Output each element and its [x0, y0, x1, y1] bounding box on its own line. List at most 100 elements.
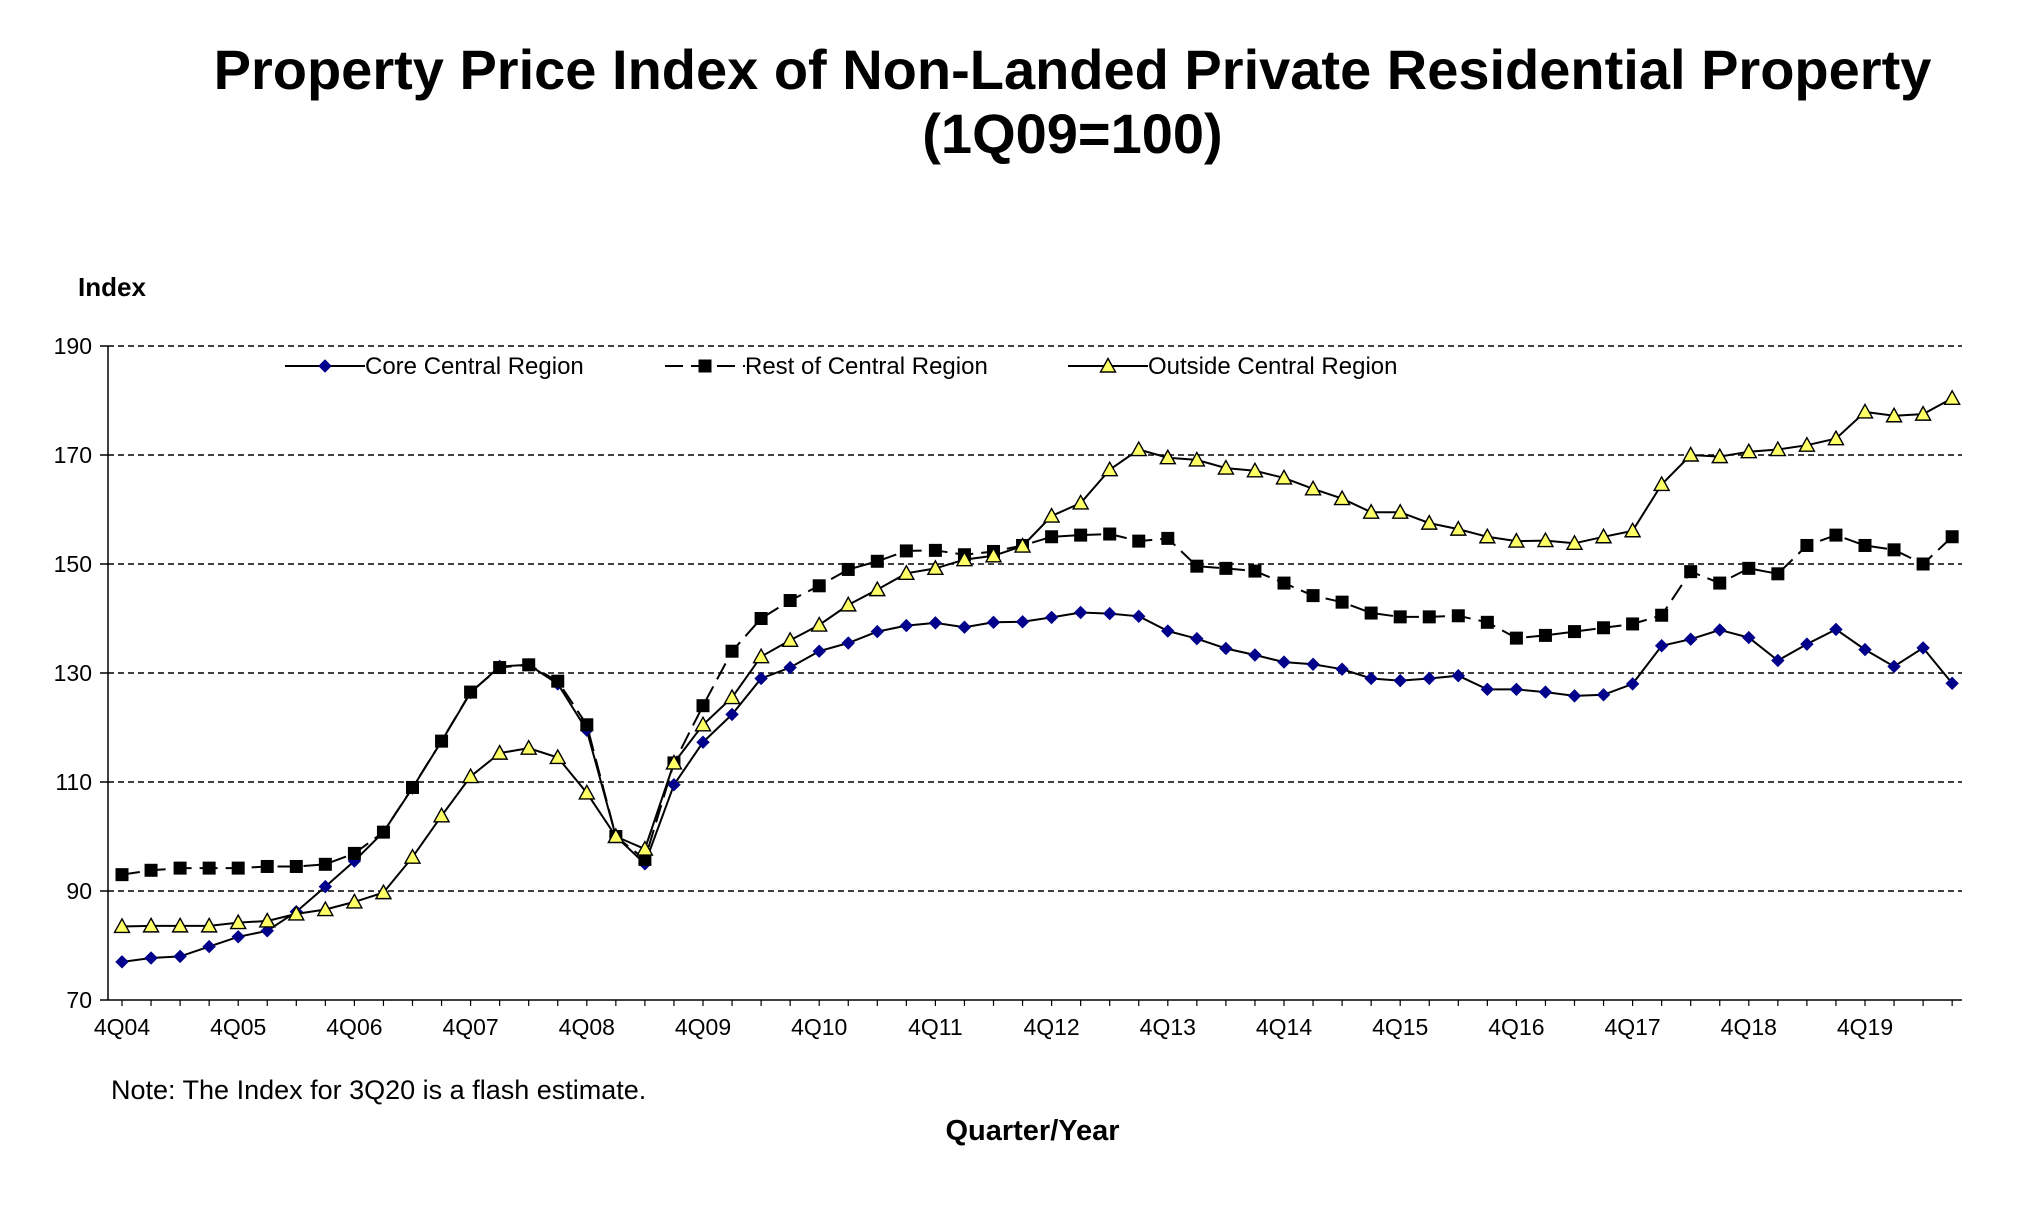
data-point-outside-central-region-2Q05: [171, 916, 189, 933]
data-point-outside-central-region-2Q06: [287, 904, 305, 921]
data-point-rest-of-central-region-2Q11: [870, 554, 884, 568]
data-point-outside-central-region-1Q18: [1652, 475, 1671, 492]
data-point-core-central-region-2Q19: [1800, 637, 1814, 651]
series-line-rest-of-central-region: [121, 532, 1953, 876]
data-point-outside-central-region-1Q05: [142, 916, 160, 933]
x-tick-label-4Q04: 4Q04: [94, 1014, 150, 1040]
data-point-rest-of-central-region-2Q20: [1916, 557, 1930, 571]
data-point-rest-of-central-region-2Q17: [1568, 625, 1581, 639]
data-point-rest-of-central-region-1Q17: [1538, 628, 1552, 642]
y-tick-label-190: 190: [54, 333, 92, 359]
data-point-outside-central-region-4Q17: [1623, 521, 1642, 538]
data-point-outside-central-region-3Q08: [549, 748, 567, 765]
data-point-rest-of-central-region-4Q10: [812, 579, 826, 593]
data-point-core-central-region-4Q15: [1393, 673, 1407, 688]
data-point-rest-of-central-region-4Q17: [1626, 617, 1640, 631]
data-point-core-central-region-1Q13: [1073, 605, 1088, 620]
series-rest-of-central-region: [115, 527, 1959, 882]
data-point-outside-central-region-3Q18: [1711, 447, 1729, 464]
y-tick-label-90: 90: [66, 878, 92, 904]
data-point-core-central-region-2Q12: [986, 615, 1001, 630]
data-point-outside-central-region-3Q05: [200, 916, 218, 933]
data-point-core-central-region-3Q13: [1132, 609, 1146, 624]
data-point-outside-central-region-4Q05: [229, 913, 247, 930]
data-point-rest-of-central-region-4Q07: [464, 685, 478, 699]
legend-item-rest-of-central-region: Rest of Central Region: [665, 353, 988, 380]
data-point-outside-central-region-1Q10: [723, 688, 741, 705]
legend-item-core-central-region: Core Central Region: [285, 353, 584, 380]
y-tick-label-70: 70: [66, 987, 92, 1013]
data-point-outside-central-region-3Q10: [781, 631, 799, 647]
data-point-core-central-region-4Q14: [1277, 655, 1291, 669]
data-point-core-central-region-4Q19: [1858, 642, 1872, 657]
data-point-outside-central-region-1Q15: [1304, 479, 1322, 496]
data-point-outside-central-region-2Q20: [1914, 405, 1932, 421]
data-point-outside-central-region-1Q11: [839, 595, 857, 612]
data-point-core-central-region-2Q16: [1451, 669, 1466, 683]
chart-subtitle: (1Q09=100): [922, 102, 1223, 165]
data-point-outside-central-region-3Q16: [1478, 527, 1497, 544]
data-point-rest-of-central-region-3Q10: [783, 594, 797, 608]
data-point-rest-of-central-region-2Q18: [1684, 565, 1698, 579]
data-point-outside-central-region-3Q19: [1827, 429, 1845, 446]
data-point-outside-central-region-2Q07: [403, 848, 422, 864]
data-point-outside-central-region-4Q14: [1275, 468, 1293, 485]
data-point-core-central-region-2Q05: [173, 949, 187, 964]
data-point-core-central-region-1Q14: [1190, 631, 1204, 646]
data-point-core-central-region-4Q09: [696, 735, 710, 749]
data-point-outside-central-region-1Q09: [607, 827, 625, 844]
legend-label-rest-of-central-region: Rest of Central Region: [745, 353, 988, 380]
series-line-outside-central-region: [121, 397, 1953, 928]
data-point-core-central-region-3Q18: [1713, 623, 1727, 637]
data-point-outside-central-region-1Q12: [955, 550, 974, 567]
data-point-outside-central-region-1Q20: [1885, 406, 1903, 423]
x-tick-label-4Q08: 4Q08: [559, 1014, 615, 1040]
data-point-rest-of-central-region-1Q11: [841, 562, 855, 576]
data-point-core-central-region-3Q06: [318, 879, 333, 894]
data-point-rest-of-central-region-2Q16: [1451, 609, 1465, 623]
data-point-rest-of-central-region-1Q18: [1655, 608, 1669, 622]
data-point-rest-of-central-region-1Q07: [376, 825, 390, 839]
data-point-rest-of-central-region-3Q19: [1829, 528, 1843, 542]
x-tick-label-4Q19: 4Q19: [1837, 1014, 1893, 1040]
data-point-outside-central-region-4Q10: [810, 616, 828, 632]
data-point-core-central-region-3Q05: [202, 939, 216, 954]
data-point-rest-of-central-region-3Q07: [435, 734, 449, 748]
data-point-outside-central-region-3Q07: [432, 806, 451, 823]
data-point-rest-of-central-region-4Q08: [580, 718, 594, 732]
series-line-core-central-region: [121, 611, 1953, 963]
data-point-core-central-region-3Q14: [1248, 648, 1262, 662]
data-point-core-central-region-4Q04: [115, 955, 129, 969]
data-point-core-central-region-4Q17: [1625, 677, 1640, 691]
legend: Core Central Region Rest of Central Regio…: [285, 353, 1397, 380]
data-point-outside-central-region-4Q11: [926, 559, 945, 576]
data-point-rest-of-central-region-3Q15: [1364, 606, 1378, 620]
data-point-core-central-region-2Q10: [754, 671, 768, 686]
x-tick-label-4Q15: 4Q15: [1372, 1014, 1428, 1040]
data-point-core-central-region-1Q17: [1538, 685, 1553, 699]
data-point-rest-of-central-region-1Q14: [1190, 559, 1204, 573]
x-tick-label-4Q18: 4Q18: [1721, 1014, 1777, 1040]
data-point-core-central-region-2Q13: [1102, 606, 1117, 621]
x-tick-label-4Q11: 4Q11: [908, 1014, 963, 1040]
data-point-outside-central-region-1Q07: [374, 883, 393, 900]
data-point-rest-of-central-region-1Q16: [1422, 610, 1436, 624]
legend-marker-core-central-region: [318, 359, 332, 373]
y-axis-label: Index: [78, 272, 146, 302]
data-point-core-central-region-3Q11: [899, 618, 914, 633]
legend-marker-rest-of-central-region: [698, 359, 712, 373]
series-outside-central-region: [113, 389, 1961, 934]
legend-label-outside-central-region: Outside Central Region: [1148, 353, 1397, 380]
data-point-core-central-region-4Q11: [928, 616, 943, 630]
data-point-core-central-region-1Q20: [1887, 659, 1901, 674]
data-point-core-central-region-1Q11: [841, 636, 855, 650]
data-point-outside-central-region-2Q09: [636, 840, 654, 856]
data-point-core-central-region-2Q20: [1916, 641, 1930, 655]
series-core-central-region: [115, 605, 1959, 969]
y-tick-label-110: 110: [55, 769, 92, 795]
data-point-core-central-region-4Q12: [1044, 610, 1059, 625]
data-point-outside-central-region-4Q15: [1391, 503, 1409, 519]
y-tick-label-150: 150: [54, 551, 92, 577]
data-point-core-central-region-2Q11: [870, 624, 885, 639]
data-point-outside-central-region-1Q17: [1536, 531, 1555, 548]
